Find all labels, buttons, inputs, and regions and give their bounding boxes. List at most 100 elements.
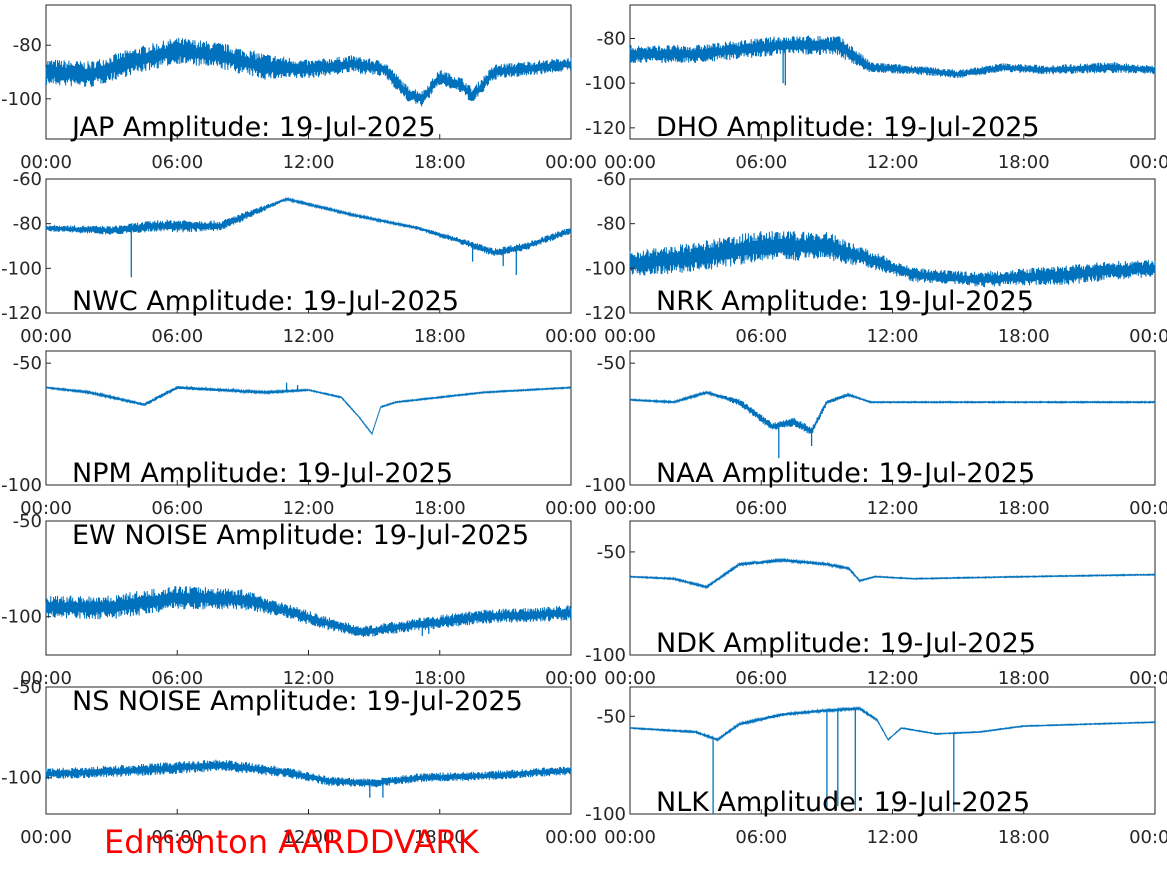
x-tick-label: 12:00 bbox=[283, 326, 335, 347]
amplitude-trace bbox=[629, 35, 1156, 79]
x-tick-label: 00:00 bbox=[604, 498, 656, 519]
plot-area bbox=[45, 178, 572, 314]
x-tick-label: 00:00 bbox=[20, 152, 72, 173]
x-tick-label: 06:00 bbox=[735, 152, 787, 173]
x-tick-label: 06:00 bbox=[151, 326, 203, 347]
panel-8: -50 -100 00:00 06:00 12:00 18:00 00:00 NS NOISE… bbox=[1, 677, 597, 848]
x-tick-label: 18:00 bbox=[998, 668, 1050, 689]
y-tick-label: -100 bbox=[585, 645, 626, 666]
y-tick-label: -80 bbox=[13, 35, 42, 56]
y-tick-label: -80 bbox=[597, 29, 626, 50]
y-tick-label: -50 bbox=[13, 677, 42, 698]
y-tick-label: -50 bbox=[13, 353, 42, 374]
x-tick-label: 18:00 bbox=[998, 152, 1050, 173]
panel-3: -60-80-100-12000:0006:0012:0018:0000:00N… bbox=[585, 169, 1167, 347]
panel-title: NWC Amplitude: 19-Jul-2025 bbox=[72, 286, 459, 317]
x-tick-label: 06:00 bbox=[151, 152, 203, 173]
panel-title: NAA Amplitude: 19-Jul-2025 bbox=[656, 458, 1035, 489]
panel-0: -80 -100 00:00 06:00 12:00 18:00 00:00 JAP Ampl… bbox=[1, 4, 597, 173]
y-tick-label: -60 bbox=[13, 169, 42, 190]
y-tick-label: -100 bbox=[1, 768, 42, 789]
x-tick-label: 18:00 bbox=[998, 827, 1050, 848]
x-tick-label: 00:00 bbox=[545, 827, 597, 848]
amplitude-trace bbox=[45, 196, 572, 256]
plot-area bbox=[45, 350, 572, 486]
amplitude-trace bbox=[45, 586, 572, 638]
plot-area bbox=[45, 520, 572, 656]
x-tick-label: 00:00 bbox=[604, 827, 656, 848]
x-tick-label: 18:00 bbox=[414, 326, 466, 347]
panel-title: NDK Amplitude: 19-Jul-2025 bbox=[656, 628, 1036, 659]
x-tick-label: 00:00 bbox=[20, 326, 72, 347]
x-tick-label: 06:00 bbox=[151, 498, 203, 519]
x-tick-label: 00:00 bbox=[1129, 326, 1167, 347]
x-tick-label: 18:00 bbox=[998, 498, 1050, 519]
amplitude-trace bbox=[45, 37, 572, 107]
panel-title: EW NOISE Amplitude: 19-Jul-2025 bbox=[72, 520, 529, 551]
y-tick-label: -120 bbox=[585, 303, 626, 324]
x-tick-label: 12:00 bbox=[283, 827, 335, 848]
x-tick-label: 00:00 bbox=[604, 152, 656, 173]
x-tick-label: 18:00 bbox=[998, 326, 1050, 347]
x-tick-label: 00:00 bbox=[545, 326, 597, 347]
plot-area bbox=[629, 350, 1156, 486]
plot-area bbox=[45, 686, 572, 815]
x-tick-label: 12:00 bbox=[867, 152, 919, 173]
y-tick-label: -80 bbox=[13, 214, 42, 235]
x-tick-label: 06:00 bbox=[151, 827, 203, 848]
y-tick-label: -80 bbox=[597, 214, 626, 235]
y-tick-label: -50 bbox=[597, 706, 626, 727]
y-tick-label: -100 bbox=[1, 89, 42, 110]
x-tick-label: 00:00 bbox=[604, 668, 656, 689]
y-tick-label: -100 bbox=[1, 475, 42, 496]
y-tick-label: -50 bbox=[13, 511, 42, 532]
panel-title: NPM Amplitude: 19-Jul-2025 bbox=[72, 458, 453, 489]
x-tick-label: 12:00 bbox=[283, 498, 335, 519]
x-tick-label: 00:00 bbox=[604, 326, 656, 347]
x-tick-label: 00:00 bbox=[20, 498, 72, 519]
y-tick-label: -100 bbox=[585, 804, 626, 825]
x-tick-label: 00:00 bbox=[1129, 152, 1167, 173]
x-tick-label: 12:00 bbox=[283, 668, 335, 689]
x-tick-label: 00:00 bbox=[545, 668, 597, 689]
y-tick-label: -100 bbox=[585, 475, 626, 496]
footer-label: Edmonton AARDDVARK bbox=[104, 823, 479, 861]
panel-1: -80-100-12000:0006:0012:0018:0000:00DHO … bbox=[585, 4, 1167, 173]
y-tick-label: -100 bbox=[585, 73, 626, 94]
x-tick-label: 12:00 bbox=[867, 326, 919, 347]
x-tick-label: 00:00 bbox=[20, 668, 72, 689]
x-tick-label: 00:00 bbox=[1129, 668, 1167, 689]
amplitude-trace bbox=[629, 231, 1156, 288]
panel-title: NS NOISE Amplitude: 19-Jul-2025 bbox=[72, 686, 523, 717]
amplitude-trace bbox=[45, 759, 572, 788]
x-tick-label: 00:00 bbox=[20, 827, 72, 848]
y-tick-label: -50 bbox=[597, 353, 626, 374]
y-tick-label: -60 bbox=[597, 169, 626, 190]
x-tick-label: 00:00 bbox=[1129, 498, 1167, 519]
x-tick-label: 06:00 bbox=[735, 668, 787, 689]
panel-title: NLK Amplitude: 19-Jul-2025 bbox=[656, 787, 1030, 818]
x-tick-label: 18:00 bbox=[414, 152, 466, 173]
panel-title: NRK Amplitude: 19-Jul-2025 bbox=[656, 286, 1034, 317]
panel-6: -50 -100 00:00 06:00 12:00 18:00 00:00 EW NOISE… bbox=[1, 511, 597, 689]
x-tick-label: 18:00 bbox=[414, 498, 466, 519]
y-tick-label: -120 bbox=[585, 118, 626, 139]
x-tick-label: 00:00 bbox=[1129, 827, 1167, 848]
y-tick-label: -120 bbox=[1, 303, 42, 324]
y-tick-label: -100 bbox=[1, 258, 42, 279]
x-tick-label: 12:00 bbox=[867, 498, 919, 519]
panel-title: DHO Amplitude: 19-Jul-2025 bbox=[656, 112, 1040, 143]
x-tick-label: 12:00 bbox=[867, 827, 919, 848]
amplitude-trace bbox=[629, 390, 1156, 434]
x-tick-label: 00:00 bbox=[545, 498, 597, 519]
panel-title: JAP Amplitude: 19-Jul-2025 bbox=[70, 112, 436, 143]
amplitude-trace bbox=[45, 384, 572, 436]
x-tick-label: 18:00 bbox=[414, 668, 466, 689]
